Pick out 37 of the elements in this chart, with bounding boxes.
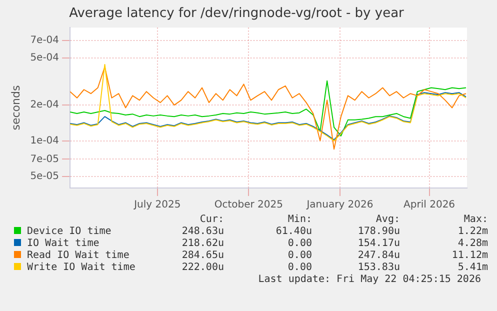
text: Max: [462, 214, 488, 226]
text: 61.40u [274, 226, 312, 238]
x-tick-label: January 2026 [306, 200, 374, 211]
text: 4.28m [456, 238, 488, 250]
x-tick-label: April 2026 [404, 200, 456, 211]
text: 0.00 [286, 238, 312, 250]
legend-label: Write IO Wait time [26, 262, 136, 274]
text: 222.00u [182, 262, 224, 273]
y-tick-label: 5e-04 [30, 52, 60, 64]
y-tick-label: 1e-04 [30, 135, 60, 146]
text: 248.63u [180, 226, 224, 238]
text: 153.83u [356, 262, 400, 274]
x-tick-label: July 2025 [133, 200, 181, 211]
text: Last update: Fri May 22 04:25:15 2026 [257, 274, 482, 286]
text: 218.62u [180, 238, 224, 250]
text: 0.00 [286, 262, 312, 274]
legend-label: Read IO Wait time [26, 250, 130, 262]
text: Avg: [374, 214, 400, 226]
text: 178.90u [356, 226, 400, 238]
legend-label: IO Wait time [26, 238, 100, 250]
text: Cur: [198, 214, 224, 226]
y-tick-label: 7e-05 [30, 154, 60, 165]
text: 0.00 [286, 250, 312, 262]
text: 284.65u [182, 250, 224, 261]
text: 5.41m [456, 262, 488, 274]
text: 1.22m [456, 226, 488, 238]
text: 154.17u [356, 238, 400, 250]
x-tick-label: October 2025 [214, 200, 284, 211]
y-tick-label: 7e-04 [30, 35, 60, 46]
legend-label: Device IO time [26, 226, 112, 238]
y-axis-title: seconds [9, 85, 22, 130]
text: 247.84u [356, 250, 400, 262]
text: Min: [286, 214, 312, 226]
y-tick-label: 5e-05 [30, 171, 60, 182]
text: 11.12m [450, 250, 488, 262]
chart-title: Average latency for /dev/ringnode-vg/root - by year [69, 6, 405, 22]
y-tick-label: 2e-04 [30, 100, 60, 111]
